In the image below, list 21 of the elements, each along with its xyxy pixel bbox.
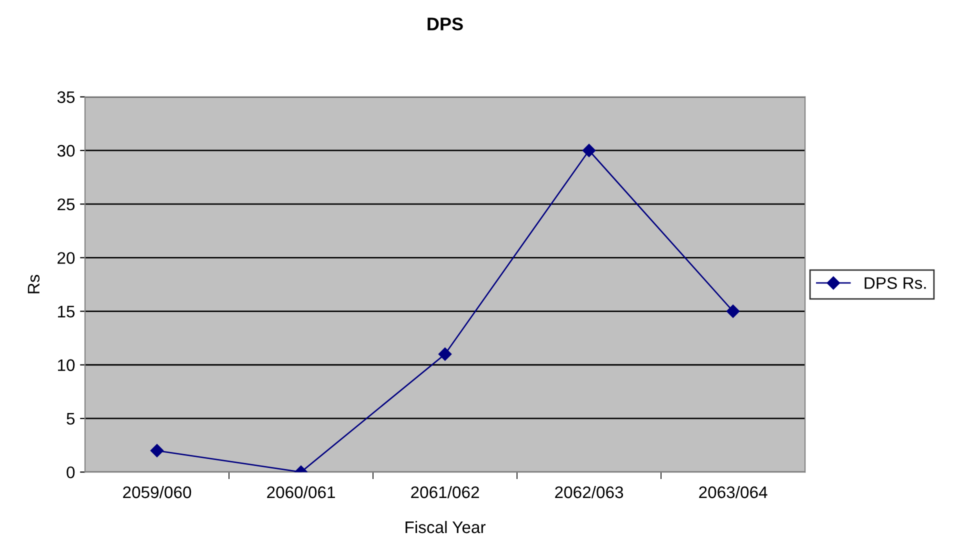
y-tick-label: 30 — [57, 144, 75, 157]
y-tick-label: 0 — [66, 466, 75, 478]
y-tick-label: 35 — [57, 91, 75, 104]
x-tick-label: 2060/061 — [267, 486, 335, 498]
point — [726, 304, 740, 318]
y-tick-label: 15 — [58, 306, 75, 318]
x-tick-label: 2063/064 — [699, 486, 768, 498]
legend-label: DPS Rs. — [864, 277, 926, 289]
y-axis-title: Rs — [28, 274, 40, 294]
point — [150, 444, 164, 458]
y-tick-label: 5 — [66, 413, 75, 425]
point — [438, 348, 452, 361]
y-tick-label: 10 — [58, 359, 75, 372]
chart-title: DPS — [428, 18, 463, 30]
point — [582, 144, 596, 158]
x-axis-title: Fiscal Year — [406, 520, 486, 534]
y-tick-label: 20 — [58, 252, 75, 264]
y-tick-label: 25 — [58, 198, 75, 210]
x-tick-label: 2059/060 — [123, 486, 192, 498]
x-tick-label: 2061/062 — [411, 486, 479, 498]
x-tick-label: 2062/063 — [555, 486, 624, 498]
